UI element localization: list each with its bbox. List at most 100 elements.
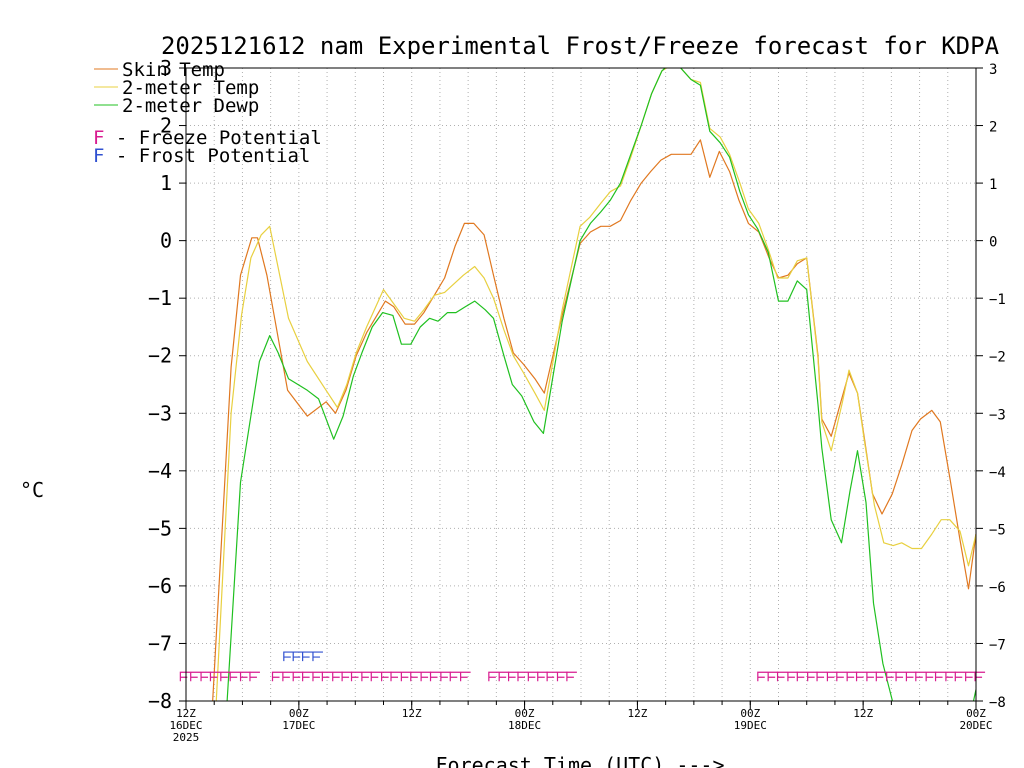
y-tick-label-left: −7: [148, 631, 172, 655]
x-tick-label: 12Z: [402, 707, 422, 720]
freeze-mark: [400, 671, 412, 682]
freeze-mark: [341, 671, 353, 682]
freeze-mark-glyph: [332, 671, 343, 682]
frost-mark-glyph: [283, 651, 294, 662]
freeze-mark-glyph: [537, 671, 548, 682]
y-tick-label-right: −5: [989, 522, 1006, 538]
freeze-mark: [556, 671, 568, 682]
legend-freeze-potential: F - Freeze Potential: [93, 127, 322, 149]
freeze-mark: [361, 671, 372, 682]
freeze-mark-glyph: [282, 671, 293, 682]
freeze-mark-glyph: [370, 671, 382, 682]
freeze-mark-glyph: [875, 671, 887, 682]
legend-frost-potential: F - Frost Potential: [93, 145, 310, 167]
frost-mark-glyph: [312, 651, 323, 662]
freeze-mark-glyph: [905, 671, 917, 682]
freeze-mark-glyph: [381, 671, 392, 682]
freeze-mark: [925, 671, 937, 682]
freeze-mark: [527, 671, 539, 682]
freeze-mark: [229, 671, 241, 682]
frost-mark-glyph: [292, 651, 304, 662]
y-tick-label-left: 0: [160, 229, 172, 253]
freeze-mark-glyph: [787, 671, 798, 682]
freeze-mark: [807, 671, 818, 682]
freeze-mark-glyph: [507, 671, 519, 682]
freeze-mark: [420, 671, 432, 682]
freeze-mark-glyph: [826, 671, 838, 682]
x-axis-label: Forecast Time (UTC) --->: [436, 753, 725, 768]
freeze-mark: [321, 671, 333, 682]
y-axis-label: °C: [20, 478, 44, 502]
freeze-mark-glyph: [312, 671, 323, 682]
freeze-mark-glyph: [895, 671, 907, 682]
freeze-mark: [190, 671, 201, 682]
freeze-mark-glyph: [292, 671, 304, 682]
y-tick-label-left: 1: [160, 171, 172, 195]
freeze-mark-glyph: [934, 671, 946, 682]
freeze-mark: [895, 671, 907, 682]
freeze-mark-glyph: [945, 671, 956, 682]
freeze-mark-glyph: [302, 671, 313, 682]
freeze-mark-glyph: [361, 671, 372, 682]
y-tick-label-left: −3: [148, 401, 172, 425]
x-tick-label: 18DEC: [508, 719, 541, 732]
frost-mark: [292, 651, 304, 662]
freeze-mark-glyph: [776, 671, 788, 682]
chart-title: 2025121612 nam Experimental Frost/Freeze…: [161, 32, 1000, 60]
freeze-mark: [566, 671, 577, 682]
freeze-mark: [796, 671, 808, 682]
x-tick-label: 19DEC: [734, 719, 767, 732]
freeze-mark-glyph: [855, 671, 867, 682]
freeze-mark-glyph: [271, 671, 283, 682]
freeze-mark: [934, 671, 946, 682]
freeze-mark: [954, 671, 966, 682]
x-tick-label: 12Z: [853, 707, 873, 720]
freeze-mark: [312, 671, 323, 682]
freeze-mark-glyph: [886, 671, 897, 682]
freeze-mark: [826, 671, 838, 682]
freeze-mark: [449, 671, 461, 682]
freeze-mark-glyph: [915, 671, 926, 682]
y-tick-label-left: −8: [148, 689, 172, 713]
freeze-mark: [945, 671, 956, 682]
freeze-mark-glyph: [350, 671, 362, 682]
freeze-mark: [905, 671, 917, 682]
y-tick-label-right: 0: [989, 235, 997, 251]
freeze-mark-glyph: [440, 671, 451, 682]
x-tick-label: 00Z: [740, 707, 760, 720]
freeze-mark-glyph: [420, 671, 432, 682]
freeze-mark: [460, 671, 471, 682]
freeze-mark-glyph: [954, 671, 966, 682]
freeze-mark: [239, 671, 251, 682]
freeze-mark: [776, 671, 788, 682]
freeze-mark-glyph: [229, 671, 241, 682]
x-tick-label: 00Z: [966, 707, 986, 720]
freeze-mark: [350, 671, 362, 682]
y-tick-label-right: −6: [989, 580, 1006, 596]
freeze-mark-glyph: [429, 671, 441, 682]
y-axis-ticks: −8 −8 −7 −7 −6 −6 −5 −5 −4 −4 −3 −3 −2 −2 −1 −1 0 0 1 1 2 2 3 3: [148, 56, 1006, 713]
freeze-mark: [855, 671, 867, 682]
freeze-mark-glyph: [807, 671, 818, 682]
freeze-mark: [302, 671, 313, 682]
freeze-mark: [332, 671, 343, 682]
freeze-mark-glyph: [546, 671, 558, 682]
series-lines: [212, 68, 976, 701]
freeze-mark: [488, 671, 499, 682]
freeze-mark-glyph: [965, 671, 976, 682]
freeze-mark-glyph: [341, 671, 353, 682]
y-tick-label-left: −1: [148, 286, 172, 310]
freeze-mark: [220, 671, 231, 682]
legend-label-2m-dewp: 2-meter Dewp: [122, 95, 259, 117]
potential-marks: [179, 651, 986, 682]
freeze-mark: [965, 671, 976, 682]
freeze-mark-glyph: [757, 671, 768, 682]
freeze-mark: [886, 671, 897, 682]
freeze-mark: [370, 671, 382, 682]
freeze-mark: [507, 671, 519, 682]
freeze-mark-glyph: [556, 671, 568, 682]
freeze-mark-glyph: [209, 671, 221, 682]
freeze-mark-glyph: [925, 671, 937, 682]
